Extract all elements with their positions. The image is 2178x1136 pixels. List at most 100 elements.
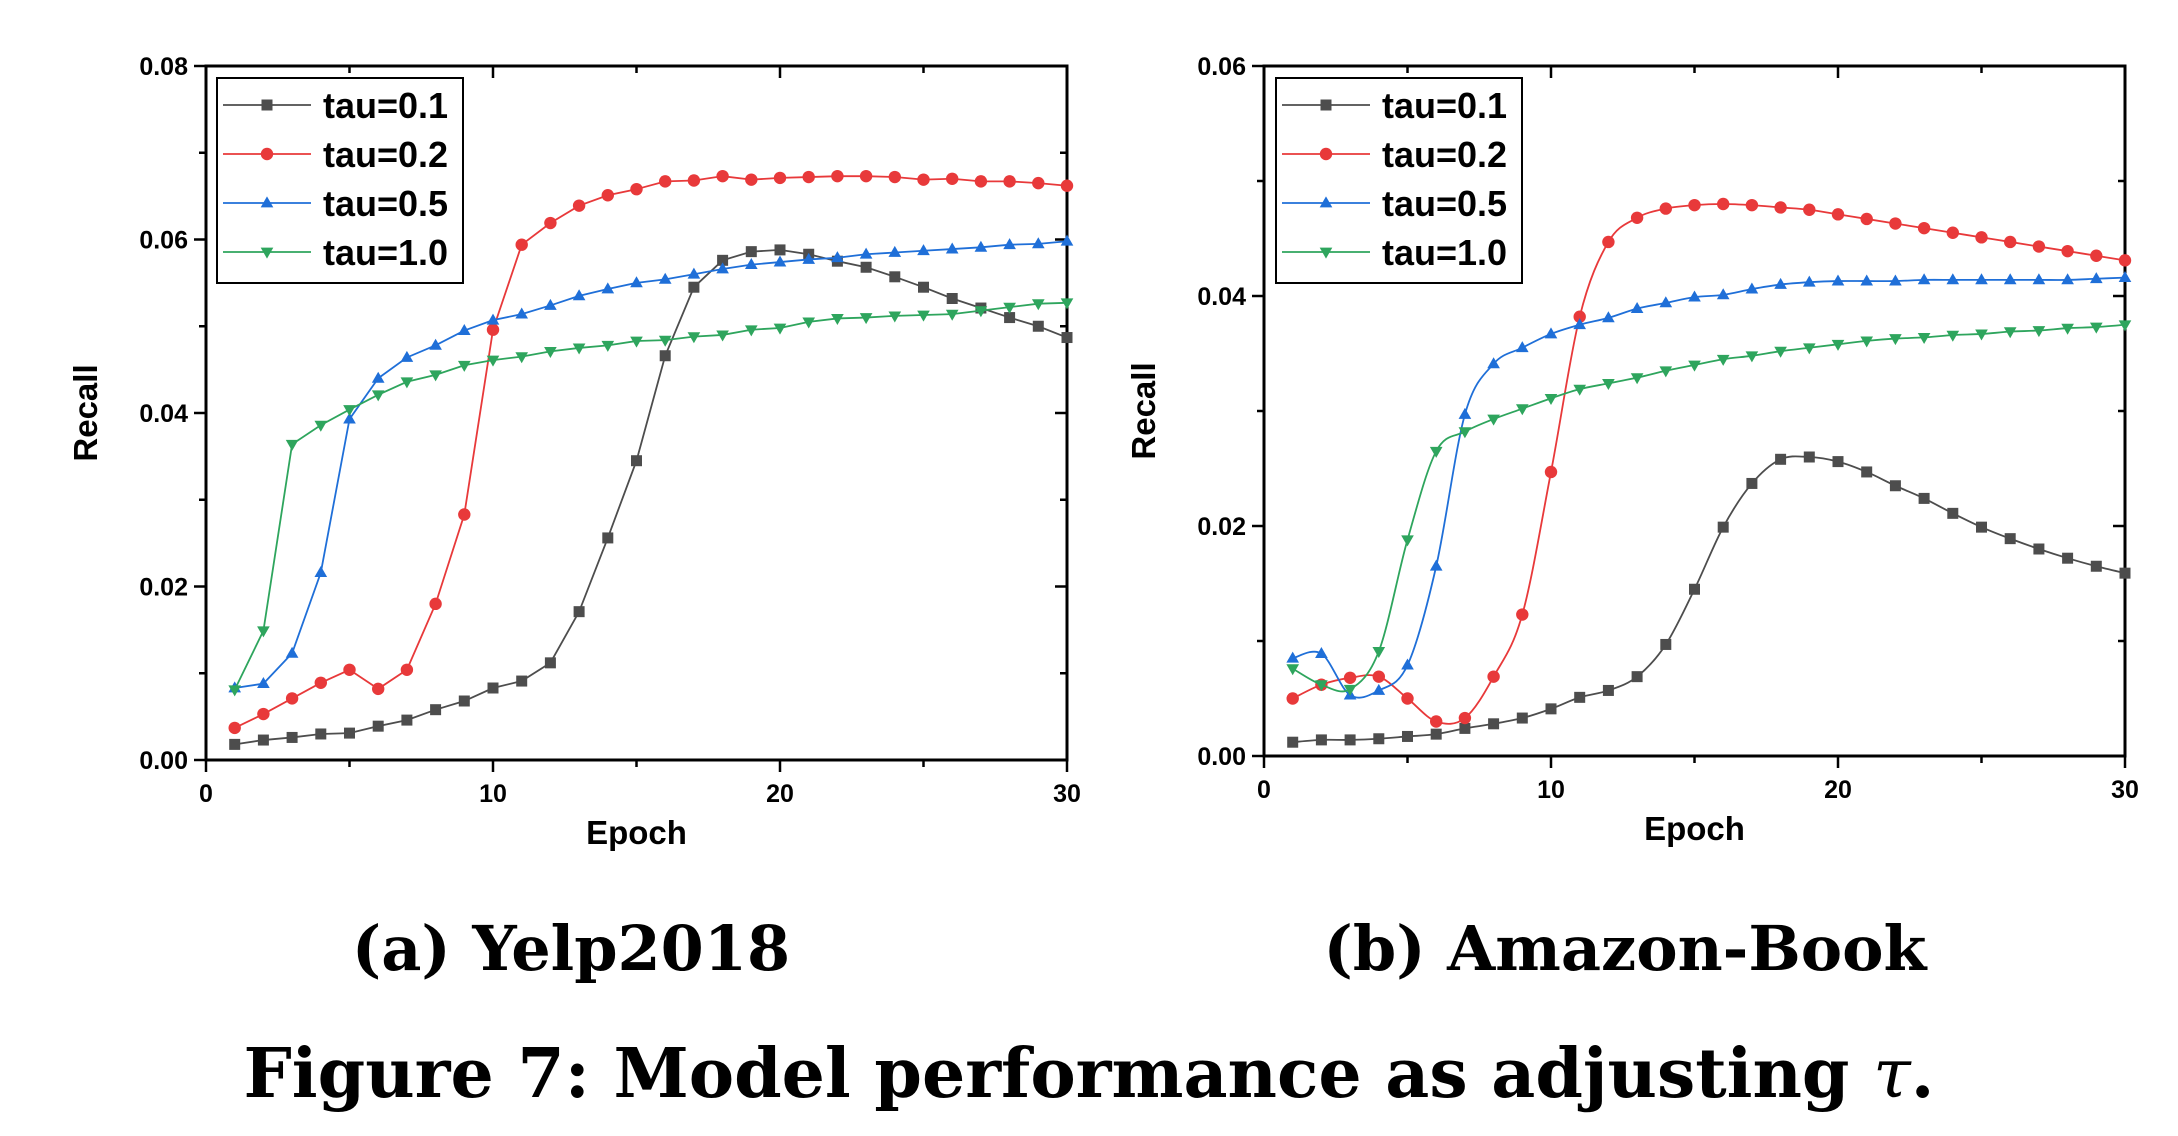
data-point: [2061, 273, 2074, 285]
data-point: [1745, 282, 1759, 294]
data-point: [2118, 271, 2132, 282]
data-point: [946, 292, 958, 304]
data-point: [515, 307, 529, 319]
data-point: [1802, 343, 1816, 355]
data-point: [458, 508, 471, 521]
data-point: [1889, 274, 1902, 286]
data-point: [888, 311, 902, 323]
data-point: [544, 216, 557, 230]
data-point: [974, 240, 988, 252]
data-point: [1315, 647, 1328, 659]
legend-item: tau=1.0: [223, 232, 448, 273]
data-point: [1630, 373, 1644, 385]
data-point: [544, 298, 557, 310]
data-point: [1458, 407, 1472, 419]
legend-item: tau=0.5: [1282, 183, 1507, 224]
data-point: [1487, 414, 1500, 426]
data-point: [1032, 320, 1044, 332]
data-point: [2118, 320, 2132, 332]
data-point: [630, 336, 643, 348]
data-point: [945, 309, 959, 321]
legend-marker: [1319, 247, 1333, 259]
data-point: [1831, 208, 1845, 221]
data-point: [516, 675, 528, 687]
data-point: [1545, 703, 1557, 715]
data-point: [1774, 277, 1787, 289]
data-point: [257, 707, 270, 721]
data-point: [1060, 179, 1074, 192]
data-point: [1516, 712, 1528, 724]
data-point: [630, 182, 643, 196]
data-point: [544, 657, 556, 669]
data-point: [888, 170, 901, 184]
legend-marker: [1319, 196, 1333, 208]
x-tick-label: 30: [1053, 780, 1081, 808]
data-point: [1031, 299, 1045, 311]
data-point: [458, 695, 470, 707]
y-tick-label: 0.06: [139, 227, 188, 255]
data-point: [1286, 692, 1299, 705]
data-point: [773, 171, 787, 185]
data-point: [1602, 235, 1615, 249]
data-point: [1946, 226, 1960, 239]
data-point: [716, 169, 729, 183]
x-tick-label: 30: [2111, 776, 2139, 804]
series-line: [1292, 455, 2126, 744]
x-tick-label: 0: [1257, 776, 1271, 804]
data-point: [1573, 318, 1587, 330]
data-point: [573, 606, 585, 618]
data-point: [1287, 736, 1299, 748]
data-point: [1343, 671, 1357, 684]
data-point: [658, 272, 672, 284]
data-point: [314, 676, 327, 689]
data-point: [831, 314, 844, 326]
data-point: [631, 455, 642, 467]
data-point: [572, 289, 586, 301]
data-point: [2061, 323, 2074, 335]
legend-label: tau=1.0: [1382, 232, 1507, 273]
x-tick-label: 10: [479, 780, 507, 808]
data-point: [687, 267, 701, 279]
data-point: [1459, 722, 1471, 734]
data-point: [400, 350, 414, 362]
legend-marker: [260, 247, 274, 259]
data-point: [515, 238, 528, 251]
data-point: [2090, 560, 2102, 572]
series-tau-0_2: [1286, 197, 2132, 728]
data-point: [1947, 507, 1959, 519]
data-point: [1917, 333, 1931, 344]
data-point: [860, 261, 872, 273]
data-point: [602, 532, 614, 544]
figure-caption-text: Figure 7: Model performance as adjusting: [244, 1034, 1874, 1114]
data-point: [429, 597, 442, 611]
data-point: [315, 728, 327, 740]
data-point: [1832, 456, 1844, 468]
data-point: [228, 721, 241, 735]
data-point: [601, 189, 614, 202]
y-tick-label: 0.00: [139, 747, 188, 775]
data-point: [1061, 332, 1073, 344]
series-line: [1292, 276, 2126, 699]
data-point: [371, 371, 385, 383]
data-point: [1574, 691, 1586, 703]
legend-item: tau=0.5: [223, 183, 448, 224]
data-point: [1544, 393, 1558, 405]
subcaption-amazon-book: (b) Amazon-Book: [1324, 912, 1929, 985]
data-point: [773, 323, 787, 335]
data-point: [1458, 427, 1472, 439]
x-tick-label: 0: [199, 780, 213, 808]
data-point: [2089, 322, 2103, 334]
data-point: [859, 313, 873, 325]
series-tau-0_5: [228, 234, 1074, 693]
data-point: [2118, 254, 2132, 267]
data-point: [1861, 466, 1873, 478]
data-point: [1659, 202, 1673, 215]
y-tick-label: 0.04: [1197, 283, 1246, 311]
data-point: [1831, 339, 1845, 351]
chart-yelp2018: 0 10 20 30 0.00 0.02 0.04 0.06 0.08 Epoch Recall ta…: [67, 53, 1081, 851]
data-point: [429, 338, 442, 350]
data-point: [2003, 327, 2017, 339]
data-point: [1630, 302, 1644, 314]
data-point: [1976, 521, 1987, 533]
data-point: [1860, 274, 1874, 286]
